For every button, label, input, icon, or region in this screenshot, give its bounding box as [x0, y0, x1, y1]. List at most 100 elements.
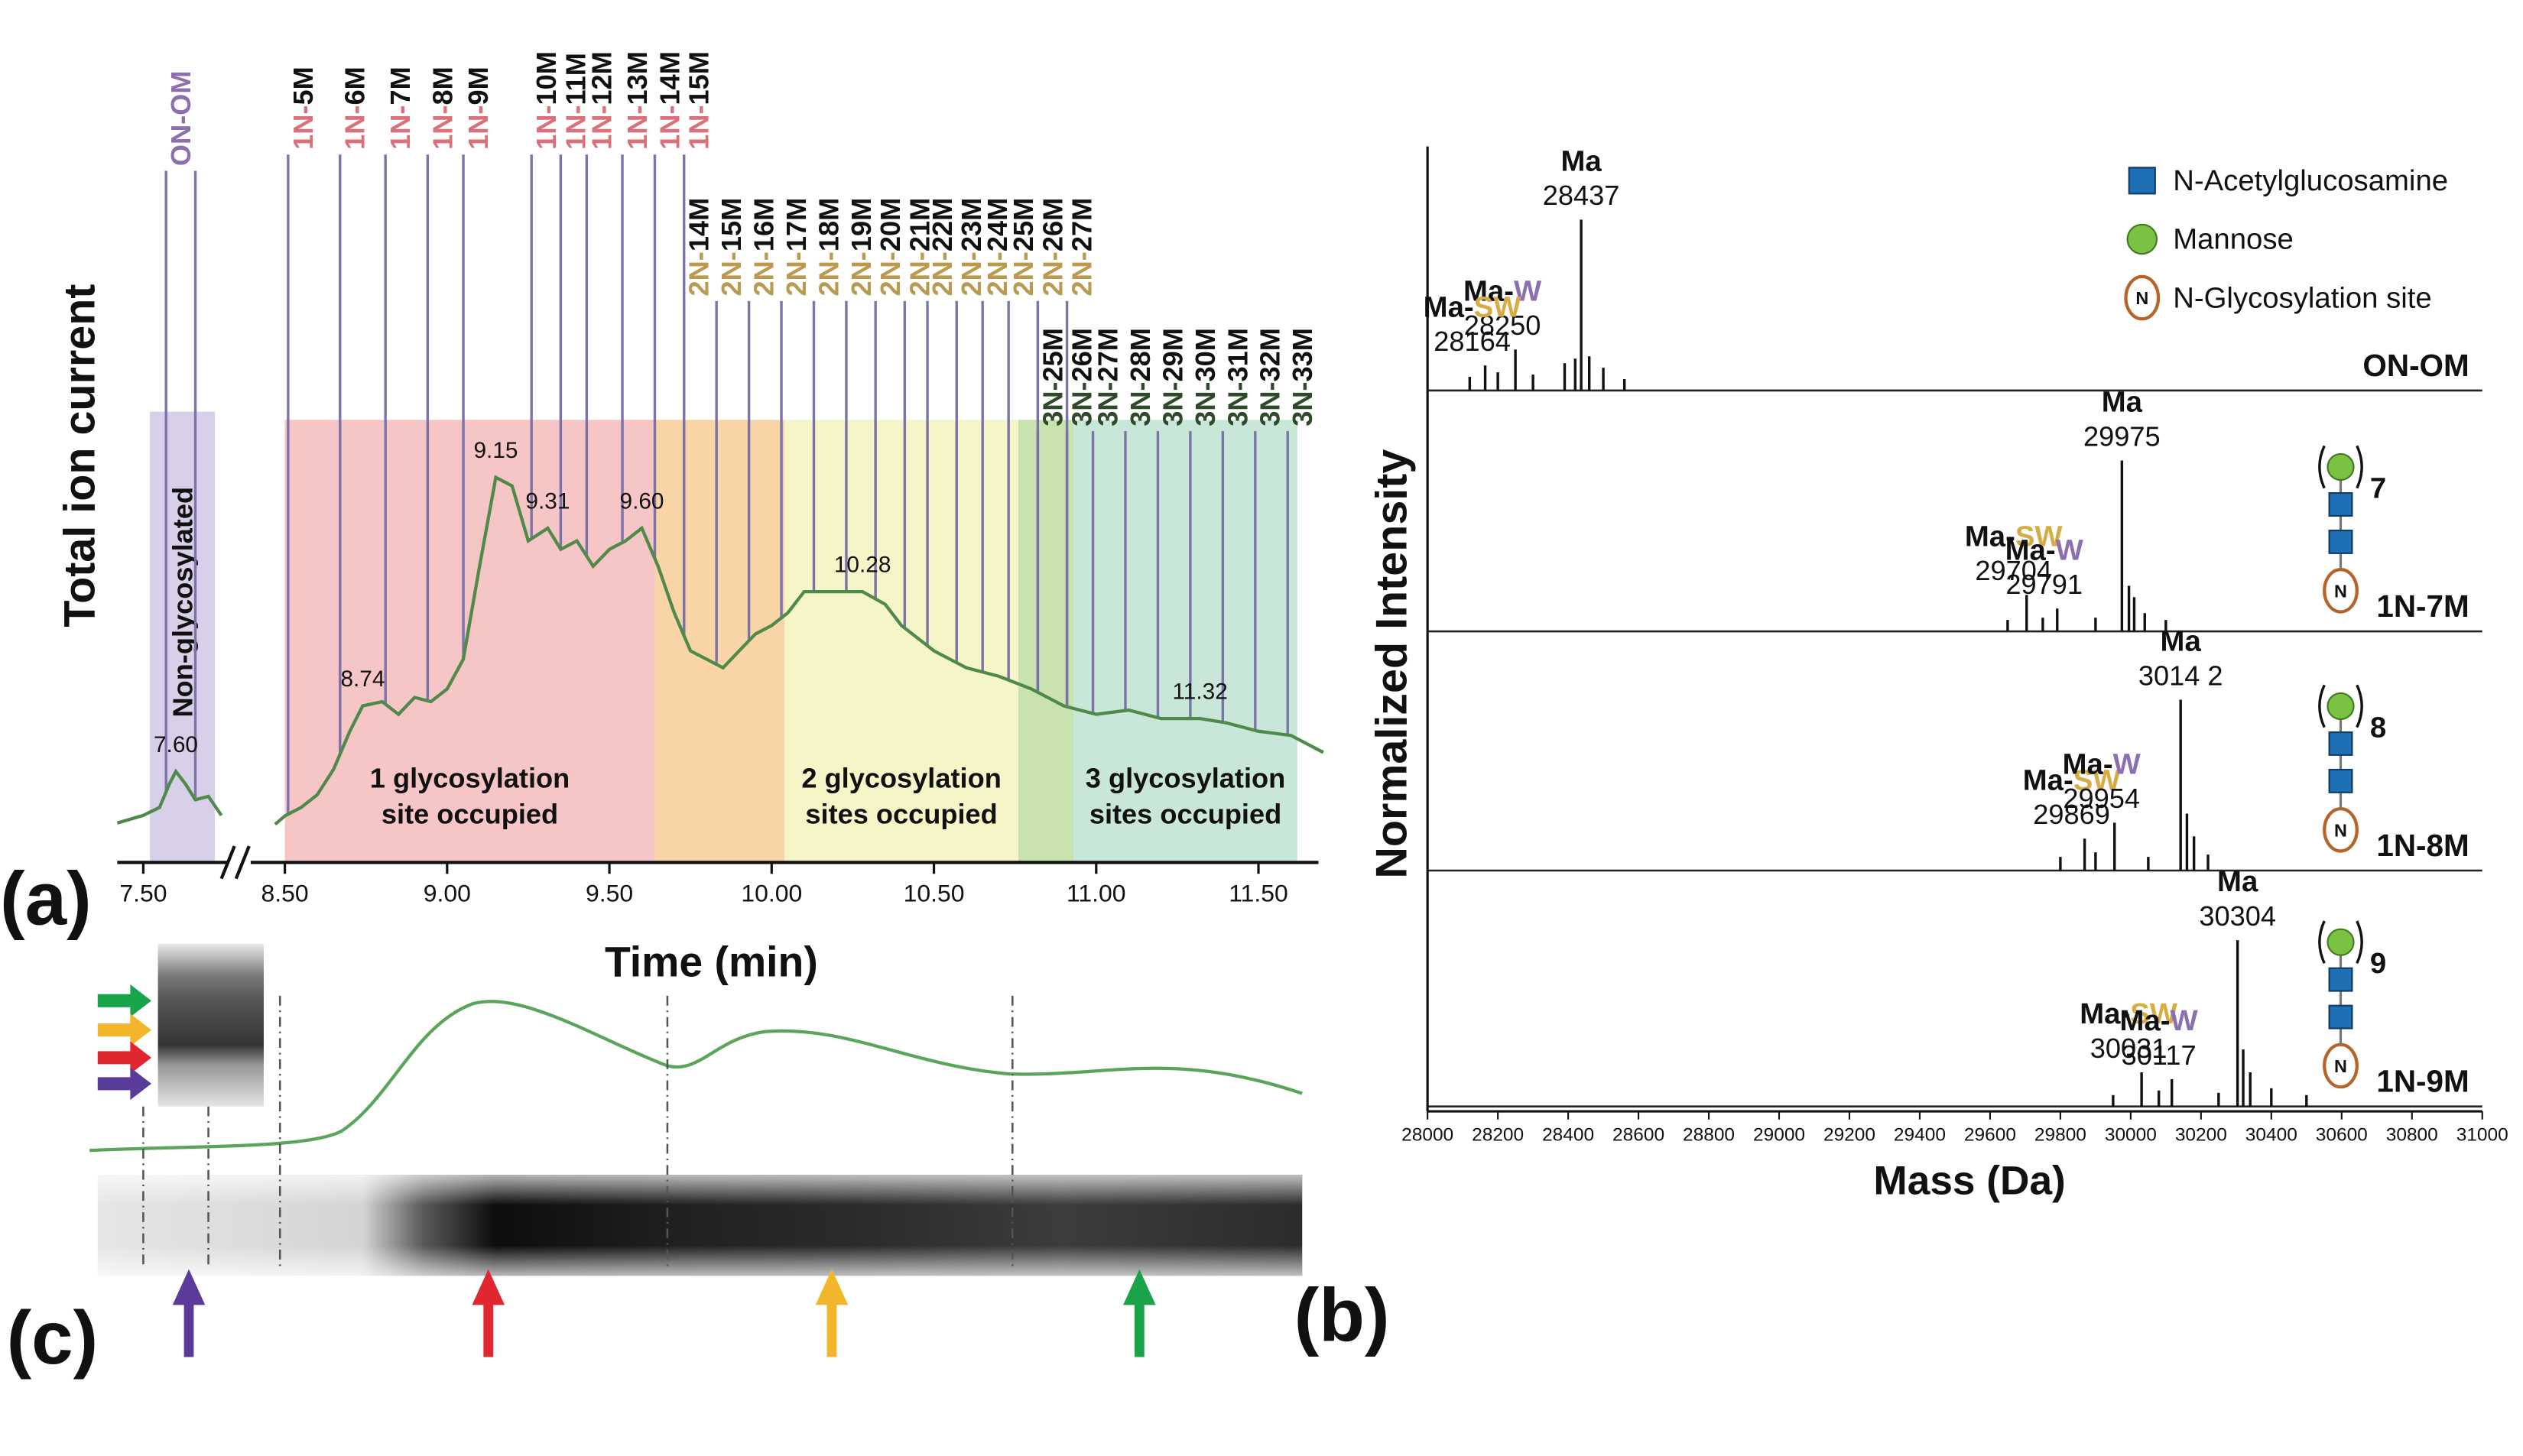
glycoform-prefix: 3N-	[1222, 381, 1253, 426]
glcnac-symbol	[2328, 1004, 2353, 1030]
legend-label: Mannose	[2173, 223, 2294, 256]
annotation-base: Ma-	[2023, 764, 2073, 796]
site-letter: N	[2135, 288, 2148, 308]
glycoform-prefix: 2N-	[748, 251, 780, 296]
glycoform-prefix: 2N-	[781, 251, 812, 296]
x-tick-label: 30000	[2105, 1124, 2157, 1145]
glycoform-label: 2N-21M	[904, 198, 935, 297]
glycoform-suffix: 32M	[1255, 328, 1286, 381]
annotation-name: Ma-SW	[1965, 520, 2064, 553]
x-tick-label: 30200	[2175, 1124, 2227, 1145]
x-tick-label: 29600	[1964, 1124, 2016, 1145]
glycoform-suffix: 20M	[875, 198, 906, 251]
annotation-name: Ma-W	[2063, 748, 2141, 781]
glycoform-label: 1N-10M	[531, 51, 562, 150]
region	[149, 411, 216, 863]
annotation-base: Ma	[1560, 145, 1602, 178]
site-letter: N	[2334, 820, 2347, 840]
annotation-name: Ma-SW	[2080, 997, 2178, 1030]
y-axis-label: Normalized Intensity	[1367, 449, 1416, 879]
glycoform-suffix: 30M	[1190, 328, 1221, 381]
x-tick-label: 30400	[2245, 1124, 2297, 1145]
site-symbol	[2124, 274, 2161, 321]
annotation-base: Ma-	[2063, 748, 2113, 781]
arrow	[1123, 1269, 1156, 1357]
glycoform-suffix: 27M	[1092, 328, 1123, 381]
peak-label: 10.28	[834, 553, 891, 578]
annotation-name: Ma	[2161, 625, 2202, 658]
glycoform-suffix: 9M	[463, 66, 494, 105]
x-tick-label: 29200	[1823, 1124, 1875, 1145]
x-axis-label: Time (min)	[605, 938, 818, 985]
panel-label: (b)	[1294, 1273, 1390, 1357]
glycoform-prefix: 2N-	[813, 251, 844, 296]
annotation-name: Ma	[2102, 386, 2143, 419]
glycoform-prefix: 3N-	[1067, 381, 1098, 426]
region	[784, 420, 1018, 863]
mannose-symbol	[2327, 692, 2355, 721]
spectrum-name: 1N-9M	[2376, 1064, 2469, 1099]
annotation-name: Ma-W	[1463, 274, 1542, 307]
glycoform-label: 3N-27M	[1092, 328, 1123, 426]
glycoform-label: 1N-13M	[622, 51, 653, 150]
glycoform-suffix: 28M	[1125, 328, 1156, 381]
mannose-symbol	[2327, 928, 2355, 956]
x-tick-label: 10.00	[741, 879, 802, 906]
glycoform-suffix: 8M	[427, 66, 458, 105]
peak-label: 8.74	[340, 666, 385, 692]
annotation-base: Ma-	[1424, 290, 1474, 323]
glycoform-suffix: 27M	[1067, 198, 1098, 251]
glycoform-label: 2N-19M	[846, 198, 877, 297]
glycoform-label: 3N-28M	[1125, 328, 1156, 426]
mannose-count: 8	[2370, 711, 2386, 744]
annotation-mass: 30304	[2199, 900, 2276, 932]
glycoform-suffix: 21M	[904, 198, 935, 251]
legend-symbol	[2128, 167, 2156, 195]
x-tick-label: 10.50	[904, 879, 965, 906]
glycoform-prefix: 1N-	[654, 105, 685, 150]
annotation-mass: 28250	[1464, 310, 1541, 341]
glycoform-prefix: 1N-	[287, 105, 319, 150]
glycoform-suffix: 10M	[531, 51, 562, 105]
glycoform-label: 3N-25M	[1037, 328, 1068, 426]
legend-label: N-Glycosylation site	[2173, 281, 2432, 314]
x-tick-label: 9.00	[424, 879, 471, 906]
glycoform-prefix: 3N-	[1157, 381, 1188, 426]
glycoform-prefix: 2N-	[846, 251, 877, 296]
glycoform-label: 3N-33M	[1287, 328, 1318, 426]
x-tick-label: 11.50	[1229, 879, 1288, 906]
annotation-mod: SW	[2073, 764, 2122, 796]
annotation-mod: W	[2113, 748, 2141, 781]
glycoform-suffix: 18M	[813, 198, 844, 251]
glycoform-label: 3N-31M	[1222, 328, 1253, 426]
region-label: 3 glycosylation	[1086, 762, 1285, 793]
glycoform-suffix: 15M	[716, 198, 747, 251]
glycoform-prefix: 3N-	[1255, 381, 1286, 426]
glycoform-label: 3N-30M	[1190, 328, 1221, 426]
glycoform-label: 1N-7M	[385, 66, 416, 150]
annotation-mod: W	[2056, 533, 2084, 566]
region	[654, 420, 785, 863]
x-tick-label: 28000	[1401, 1124, 1453, 1145]
glycoform-suffix: 14M	[654, 51, 685, 105]
region	[284, 420, 655, 863]
glycoform-label: 1N-12M	[586, 51, 617, 150]
legend-symbol	[2126, 223, 2158, 255]
peak-label: 9.31	[525, 489, 570, 514]
glycoform-label: 1N-9M	[463, 66, 494, 150]
region	[1018, 420, 1074, 863]
annotation-base: Ma-	[2005, 533, 2056, 566]
mannose-count: 7	[2370, 472, 2386, 504]
glycoform-suffix: 6M	[339, 66, 371, 105]
glycoform-label: 2N-22M	[927, 198, 958, 297]
annotation-mod: W	[2171, 1004, 2199, 1037]
annotation-mod: SW	[2130, 997, 2178, 1030]
region	[1073, 420, 1297, 863]
glycoform-suffix: 16M	[748, 198, 780, 251]
x-tick-label: 28600	[1612, 1124, 1664, 1145]
glycoform-label: 2N-14M	[684, 198, 715, 297]
band-arrows	[97, 984, 152, 1101]
region-label: sites occupied	[805, 798, 997, 829]
